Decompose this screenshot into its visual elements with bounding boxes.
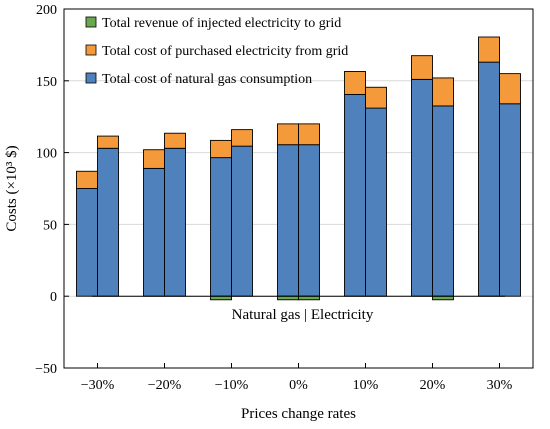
x-tick-label: −30% — [81, 378, 115, 393]
legend-swatch — [85, 16, 97, 28]
bar-segment — [499, 103, 521, 297]
bar-segment — [231, 129, 253, 147]
bar-segment — [277, 144, 299, 297]
legend-label: Total cost of natural gas consumption — [102, 72, 312, 87]
bar-segment — [231, 145, 253, 297]
bar-segment — [298, 123, 320, 146]
bar-segment — [76, 188, 98, 297]
bar-segment — [478, 36, 500, 63]
bar-segment — [210, 139, 232, 159]
x-tick-label: 20% — [420, 378, 446, 393]
bar-segment — [143, 167, 165, 297]
bar-segment — [411, 78, 433, 297]
axes: −50 0 50 100 150 200 −30% −20% −10% 0% 10% 20% 30% — [35, 3, 513, 393]
bar-segment — [365, 107, 387, 297]
bars — [76, 36, 521, 301]
y-tick-label: 200 — [36, 3, 57, 18]
bar-segment — [277, 295, 299, 301]
x-axis-title: Prices change rates — [241, 406, 356, 422]
x-tick-label: 0% — [289, 378, 308, 393]
bar-segment — [210, 157, 232, 297]
bar-segment — [97, 147, 119, 297]
x-tick-label: 30% — [487, 378, 513, 393]
bar-segment — [344, 71, 366, 95]
y-tick-label: −50 — [35, 362, 57, 377]
legend-swatch — [85, 72, 97, 84]
legend-swatch — [85, 44, 97, 56]
bar-segment — [432, 77, 454, 107]
bar-segment — [76, 170, 98, 189]
legend: Total revenue of injected electricity to… — [85, 16, 348, 87]
bar-segment — [298, 295, 320, 301]
bar-segment — [344, 93, 366, 297]
bar-segment — [365, 86, 387, 109]
bar-segment — [97, 135, 119, 149]
legend-label: Total cost of purchased electricity from… — [102, 44, 348, 59]
bar-segment — [143, 149, 165, 169]
bar-segment — [411, 55, 433, 80]
bar-segment — [499, 73, 521, 105]
bar-segment — [277, 123, 299, 146]
y-axis-title: Costs (×10³ $) — [4, 145, 20, 231]
bar-segment — [164, 147, 186, 297]
y-tick-label: 100 — [36, 147, 57, 162]
x-tick-label: −10% — [215, 378, 249, 393]
bar-segment — [432, 105, 454, 297]
y-tick-label: 50 — [43, 218, 57, 233]
y-tick-label: 0 — [50, 290, 57, 305]
x-tick-label: −20% — [148, 378, 182, 393]
bar-segment — [432, 295, 454, 301]
bar-segment — [478, 61, 500, 297]
bar-pair-annotation: Natural gas | Electricity — [232, 307, 374, 323]
y-tick-label: 150 — [36, 75, 57, 90]
bar-segment — [298, 144, 320, 297]
bar-segment — [164, 132, 186, 149]
bar-segment — [210, 295, 232, 301]
x-tick-label: 10% — [353, 378, 379, 393]
legend-label: Total revenue of injected electricity to… — [102, 16, 341, 31]
